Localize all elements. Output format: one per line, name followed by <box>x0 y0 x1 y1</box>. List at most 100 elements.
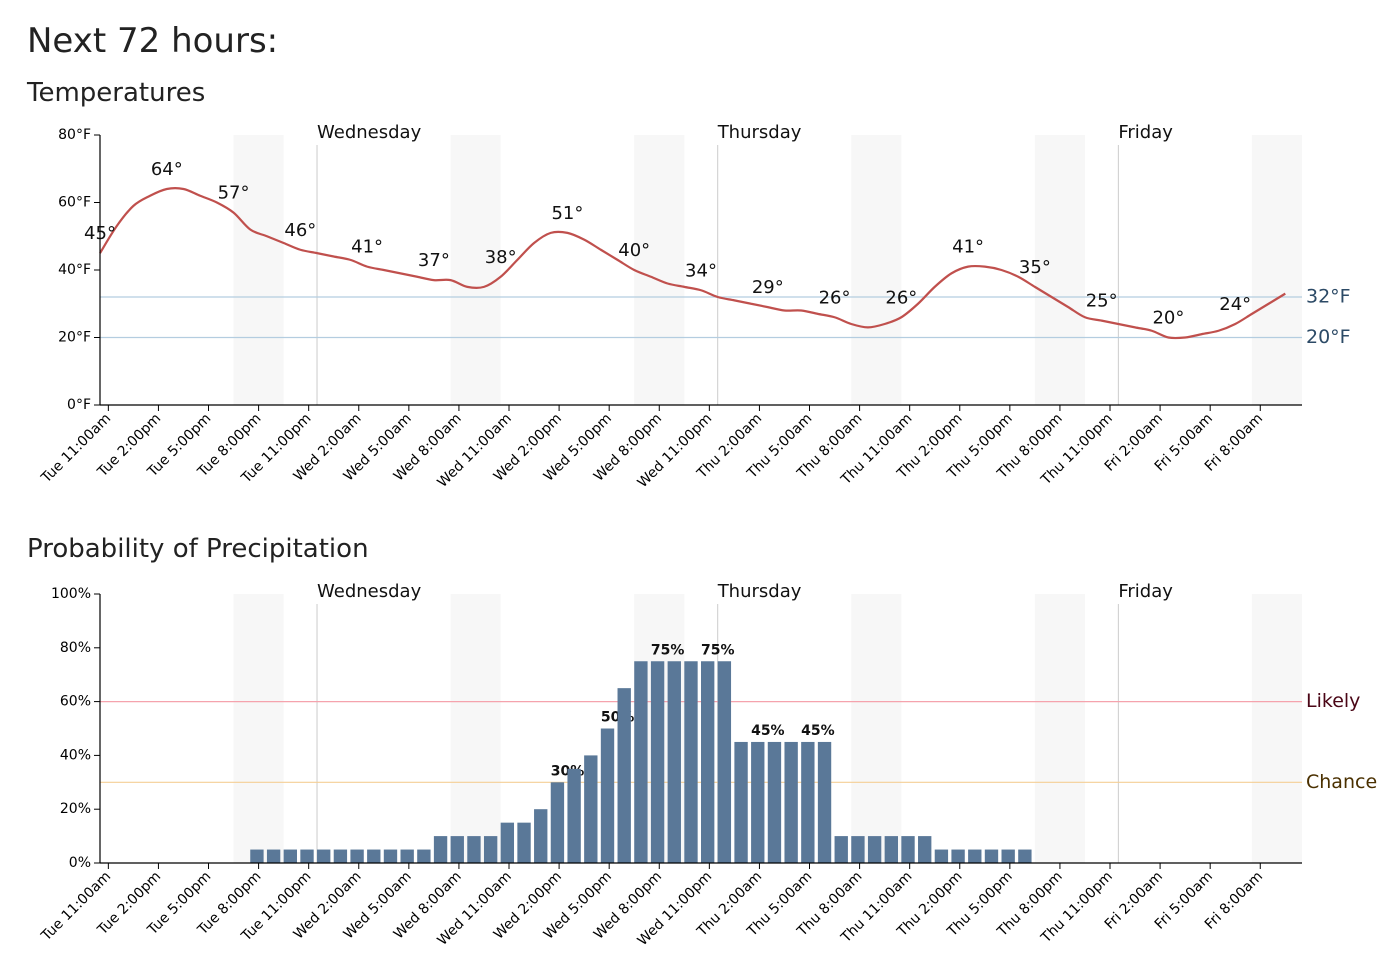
bar-label: 45% <box>801 723 835 739</box>
precip-bar <box>717 661 732 863</box>
precip-bar <box>751 741 765 863</box>
precip-bar <box>784 741 798 863</box>
precip-bar <box>300 849 314 863</box>
precip-bar <box>617 688 631 863</box>
precip-bar <box>1001 849 1015 863</box>
precip-bar <box>250 849 264 863</box>
precip-bar <box>684 661 698 863</box>
precip-bar <box>417 849 431 863</box>
night-band <box>1034 135 1085 405</box>
precip-bar <box>367 849 381 863</box>
temperature-label: 29° <box>752 277 784 298</box>
precip-bar <box>534 809 548 863</box>
precip-bar <box>500 822 515 863</box>
precip-bar <box>467 836 481 863</box>
precip-bar <box>567 768 581 863</box>
y-tick-label: 40% <box>60 747 91 763</box>
precip-bar <box>734 741 748 863</box>
temperature-label: 26° <box>819 287 851 308</box>
bar-label: 75% <box>651 642 685 658</box>
reference-label: 32°F <box>1306 286 1351 308</box>
night-band <box>851 594 902 863</box>
temperature-label: 51° <box>551 203 583 224</box>
precip-bar <box>634 661 648 863</box>
reference-label: 20°F <box>1306 326 1351 348</box>
precip-bar <box>600 728 615 863</box>
precip-bar <box>918 836 932 863</box>
night-band <box>1251 594 1302 863</box>
chart-title: Probability of Precipitation <box>27 534 369 564</box>
precip-bar <box>433 836 448 863</box>
precip-bar <box>1018 849 1032 863</box>
night-band <box>233 135 284 405</box>
precip-bar <box>584 755 598 863</box>
precip-bar <box>483 836 498 863</box>
chart-title: Temperatures <box>26 78 205 108</box>
precip-bar <box>701 661 715 863</box>
precip-bar <box>968 849 982 863</box>
precip-bar <box>383 849 398 863</box>
y-tick-label: 80% <box>60 640 91 656</box>
precip-bar <box>350 849 364 863</box>
precip-bar <box>767 741 782 863</box>
night-band <box>1251 135 1302 405</box>
temperature-label: 38° <box>485 247 517 268</box>
day-label: Friday <box>1118 581 1173 602</box>
precip-bar <box>901 836 915 863</box>
night-band <box>450 135 501 405</box>
temperature-label: 46° <box>284 220 316 241</box>
precip-bar <box>667 661 681 863</box>
night-band <box>1034 594 1085 863</box>
precip-bar <box>400 849 414 863</box>
temperature-label: 25° <box>1086 291 1118 312</box>
reference-label: Likely <box>1306 690 1360 712</box>
precip-bar <box>333 849 348 863</box>
y-tick-label: 60% <box>60 694 91 710</box>
precip-bar <box>266 849 281 863</box>
temperature-label: 57° <box>218 183 250 204</box>
temperature-label: 34° <box>685 260 717 281</box>
temperature-label: 35° <box>1019 257 1051 278</box>
temperature-label: 26° <box>885 287 917 308</box>
day-label: Wednesday <box>317 122 422 143</box>
precip-bar <box>951 849 965 863</box>
temperature-label: 24° <box>1219 294 1251 315</box>
night-band <box>851 135 902 405</box>
y-tick-label: 80°F <box>58 127 91 143</box>
bar-label: 75% <box>701 642 735 658</box>
night-band <box>233 594 284 863</box>
precip-bar <box>650 661 665 863</box>
precip-bar <box>867 836 882 863</box>
temperature-label: 41° <box>952 237 984 258</box>
night-band <box>634 135 685 405</box>
precip-bar <box>283 849 297 863</box>
precip-bar <box>550 782 565 863</box>
temperature-label: 41° <box>351 237 383 258</box>
precip-bar <box>884 836 898 863</box>
day-label: Thursday <box>717 581 802 602</box>
precip-bar <box>851 836 865 863</box>
temperature-label: 20° <box>1152 308 1184 329</box>
precip-bar <box>817 741 832 863</box>
precip-bar <box>517 822 531 863</box>
temperature-label: 64° <box>151 159 183 180</box>
precip-bar <box>834 836 848 863</box>
bar-label: 45% <box>751 723 785 739</box>
y-tick-label: 0°F <box>67 397 91 413</box>
y-tick-label: 0% <box>69 855 91 871</box>
precip-bar <box>317 849 331 863</box>
y-tick-label: 40°F <box>58 262 91 278</box>
temperature-label: 37° <box>418 250 450 271</box>
day-label: Wednesday <box>317 581 422 602</box>
day-label: Thursday <box>717 122 802 143</box>
reference-label: Chance <box>1306 771 1377 793</box>
page-title: Next 72 hours: <box>27 21 278 61</box>
precip-bar <box>984 849 999 863</box>
y-tick-label: 20°F <box>58 330 91 346</box>
temperature-line <box>99 187 1286 340</box>
precip-bar <box>450 836 464 863</box>
precip-bar <box>801 741 815 863</box>
night-band <box>450 594 501 863</box>
